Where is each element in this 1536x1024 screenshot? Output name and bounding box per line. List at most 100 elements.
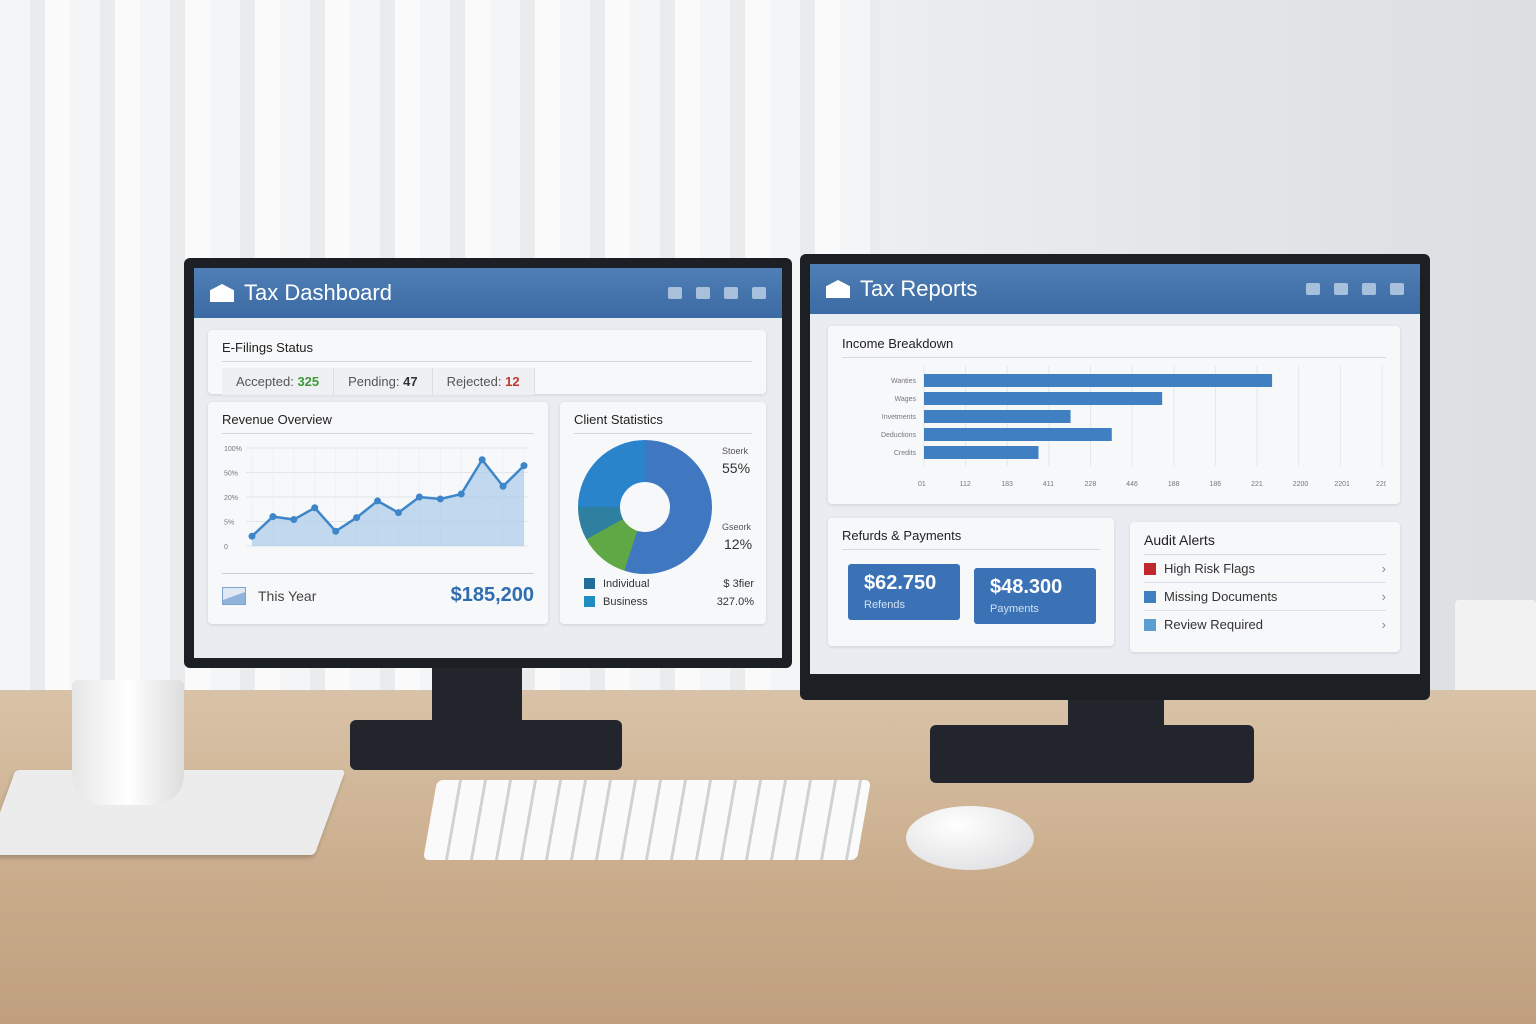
report-icon[interactable]	[696, 287, 710, 299]
keyboard[interactable]	[422, 780, 872, 860]
bar	[924, 410, 1071, 423]
building-icon	[210, 284, 234, 302]
data-point	[290, 516, 298, 524]
x-tick-label: 188	[1168, 481, 1180, 488]
light-blue-square-icon	[1144, 618, 1156, 631]
monitor-base	[930, 725, 1254, 783]
efilings-card: E-Filings Status Accepted: 325 Pending: 4…	[208, 330, 766, 395]
data-point	[269, 513, 277, 521]
revenue-total: $185,200	[450, 584, 534, 606]
refunds-payments-card: Refurds & Payments $62.750 Refends $48.30…	[828, 518, 1114, 646]
data-point	[248, 532, 256, 540]
refunds-tile[interactable]: $62.750 Refends	[848, 564, 960, 620]
client-statistics-card: Client Statistics Stoerk 55% Gseork 12% …	[560, 402, 766, 624]
category-label: Invetments	[882, 414, 917, 421]
refunds-value: $62.750	[864, 572, 937, 594]
data-point	[436, 495, 444, 503]
alert-label: Missing Documents	[1164, 589, 1278, 604]
revenue-card: Revenue Overview 100% 50% 20% 5% 0 This Year…	[208, 402, 548, 624]
y-tick-label: 100%	[224, 446, 242, 453]
chart-icon[interactable]	[668, 287, 682, 299]
refunds-label: Refends	[864, 599, 905, 611]
alert-review-required[interactable]: Review Required ›	[1144, 611, 1386, 638]
mail-icon[interactable]	[1362, 283, 1376, 295]
legend-value: $ 3fier	[723, 578, 754, 590]
data-point	[311, 504, 319, 512]
legend-item: Business 327.0%	[584, 596, 754, 608]
data-point	[353, 514, 361, 522]
slice-label-a: Stoerk	[722, 446, 749, 456]
pending-stat[interactable]: Pending: 47	[334, 368, 433, 395]
card-title: Income Breakdown	[842, 336, 1386, 358]
category-label: Wanties	[891, 378, 917, 385]
card-title: Client Statistics	[574, 412, 752, 434]
legend-item: Individual $ 3fier	[584, 578, 754, 590]
chevron-right-icon: ›	[1381, 561, 1386, 576]
x-tick-label: 186	[1209, 481, 1221, 488]
x-tick-label: 411	[1043, 481, 1054, 488]
label: Accepted	[236, 374, 291, 389]
alert-label: High Risk Flags	[1164, 561, 1256, 576]
data-point	[499, 482, 507, 490]
x-tick-label: 2201	[1376, 481, 1386, 488]
x-tick-label: 01	[918, 481, 926, 488]
mouse[interactable]	[906, 806, 1034, 870]
legend-value: 327.0%	[716, 596, 754, 608]
series-line	[251, 457, 525, 538]
red-square-icon	[1144, 562, 1156, 575]
slice-pct-a: 55%	[722, 460, 751, 476]
card-title: Revenue Overview	[222, 412, 534, 434]
data-point	[332, 527, 340, 535]
menu-icon[interactable]	[752, 287, 766, 299]
slice-pct-b: 12%	[724, 536, 753, 552]
rejected-stat[interactable]: Rejected: 12	[432, 368, 535, 395]
y-tick-label: 0	[224, 544, 228, 551]
mail-icon[interactable]	[724, 287, 738, 299]
alert-label: Review Required	[1164, 617, 1263, 632]
value: 325	[297, 374, 320, 389]
payments-value: $48.300	[990, 576, 1063, 598]
bar	[924, 392, 1163, 405]
label: Rejected	[446, 374, 498, 389]
accepted-stat[interactable]: Accepted: 325	[222, 368, 335, 395]
tax-dashboard-screen: Tax Dashboard E-Filings Status Accepted:…	[194, 268, 782, 658]
bar	[924, 446, 1039, 459]
area-fill	[252, 459, 524, 546]
chart-icon[interactable]	[1306, 283, 1320, 295]
card-title: Audit Alerts	[1144, 532, 1386, 555]
data-point	[394, 509, 402, 517]
header: Tax Reports	[810, 264, 1420, 314]
legend-swatch	[584, 578, 595, 589]
bar	[924, 428, 1112, 441]
legend-label: Business	[603, 596, 648, 608]
payments-tile[interactable]: $48.300 Payments	[974, 568, 1096, 624]
audit-alerts-card: Audit Alerts High Risk Flags › Missing Do…	[1130, 522, 1400, 652]
data-point	[374, 497, 382, 505]
report-icon[interactable]	[1334, 283, 1348, 295]
income-bar-chart: 01 112 183 411 228 446 188 186 221 2200 2201 2201 Wa…	[881, 366, 1392, 488]
legend-swatch	[584, 596, 595, 607]
header: Tax Dashboard	[194, 268, 782, 318]
card-title: E-Filings Status	[222, 340, 752, 362]
data-point	[457, 490, 465, 498]
bar	[924, 374, 1273, 387]
x-tick-label: 446	[1126, 481, 1138, 488]
coffee-mug	[72, 680, 184, 805]
category-label: Deductions	[881, 432, 917, 439]
data-point	[415, 493, 423, 501]
y-tick-label: 5%	[224, 520, 234, 527]
donut-hole	[620, 482, 670, 532]
payments-label: Payments	[990, 603, 1039, 615]
y-tick-label: 50%	[224, 471, 238, 478]
chevron-right-icon: ›	[1381, 589, 1386, 604]
alert-high-risk[interactable]: High Risk Flags ›	[1144, 555, 1386, 583]
menu-icon[interactable]	[1390, 283, 1404, 295]
x-tick-label: 228	[1085, 481, 1097, 488]
left-monitor: Tax Dashboard E-Filings Status Accepted:…	[184, 258, 792, 668]
card-title: Refurds & Payments	[842, 528, 1100, 550]
alert-missing-documents[interactable]: Missing Documents ›	[1144, 583, 1386, 611]
label: Pending	[348, 374, 396, 389]
category-label: Credits	[894, 450, 917, 457]
category-label: Wages	[894, 396, 916, 403]
app-title: Tax Reports	[860, 276, 978, 301]
